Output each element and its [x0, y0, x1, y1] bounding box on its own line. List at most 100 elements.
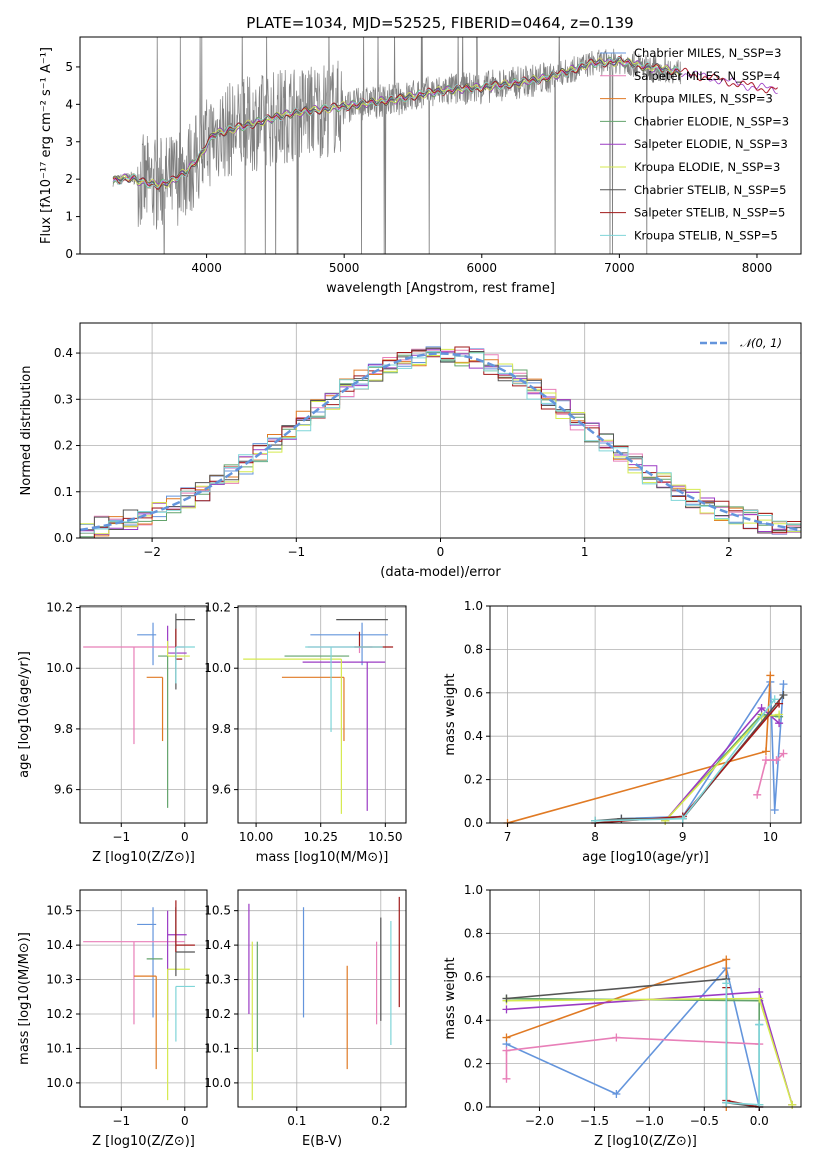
x-tick-label: 2 — [725, 545, 733, 559]
y-tick-label: 10.2 — [204, 1007, 231, 1021]
weight-line-salpeter-stelib — [595, 703, 780, 824]
x-tick-label: 7 — [504, 830, 512, 844]
y-tick-label: 10.0 — [204, 1076, 231, 1090]
y-tick-label: 4 — [65, 97, 73, 111]
weight-marker-chabrier-miles — [612, 1089, 621, 1098]
y-tick-label: 10.3 — [46, 973, 73, 987]
errorbar-plot — [243, 619, 394, 814]
legend-label: Kroupa ELODIE, N_SSP=3 — [634, 160, 780, 174]
y-tick-label: 10.0 — [46, 1076, 73, 1090]
y-axis-label: mass [log10(M/M⊙)] — [17, 932, 32, 1065]
y-tick-label: 0.2 — [54, 439, 73, 453]
y-tick-label: 10.2 — [204, 601, 231, 615]
y-tick-label: 9.6 — [212, 783, 231, 797]
y-tick-label: 2 — [65, 172, 73, 186]
y-axis-label: Normed distribution — [19, 366, 34, 496]
x-axis-label: age [log10(age/yr)] — [582, 850, 709, 865]
legend-label: Salpeter ELODIE, N_SSP=3 — [634, 137, 788, 151]
y-tick-label: 10.0 — [46, 661, 73, 675]
weight-marker-salpeter-elodie — [757, 703, 766, 712]
y-tick-label: 0.0 — [464, 1100, 483, 1114]
y-tick-label: 10.1 — [46, 1041, 73, 1055]
weight-marker-kroupa-stelib — [678, 814, 687, 823]
figure-title: PLATE=1034, MJD=52525, FIBERID=0464, z=0… — [246, 14, 633, 32]
weight-line-salpeter-miles — [756, 753, 785, 795]
y-tick-label: 0.4 — [464, 729, 483, 743]
y-tick-label: 0.4 — [464, 1013, 483, 1027]
legend-label: Salpeter MILES, N_SSP=4 — [634, 69, 780, 83]
model-spectrum-kroupa-stelib — [112, 57, 682, 189]
residual-histogram-kroupa-stelib — [80, 351, 801, 538]
weight-plot — [503, 671, 788, 827]
y-tick-label: 10.5 — [46, 904, 73, 918]
spectrum-plot — [112, 37, 778, 254]
y-tick-label: 1.0 — [464, 883, 483, 897]
weight-marker-salpeter-elodie — [775, 719, 784, 728]
x-axis-label: Z [log10(Z/Z⊙)] — [92, 1134, 195, 1149]
y-tick-label: 10.1 — [204, 1041, 231, 1055]
y-tick-label: 0 — [65, 247, 73, 261]
weight-marker-kroupa-miles — [766, 671, 775, 680]
weight-marker-salpeter-miles — [753, 790, 762, 799]
legend-label: Kroupa STELIB, N_SSP=5 — [634, 228, 778, 242]
y-tick-label: 0.6 — [464, 686, 483, 700]
legend-label: Chabrier STELIB, N_SSP=5 — [634, 183, 786, 197]
y-tick-label: 0.8 — [464, 642, 483, 656]
weight-marker-kroupa-stelib — [770, 695, 779, 704]
x-tick-label: 10.00 — [239, 830, 273, 844]
y-tick-label: 0.6 — [464, 970, 483, 984]
y-tick-label: 0.0 — [464, 816, 483, 830]
observed-spectrum-line — [112, 37, 682, 254]
y-axis-label: mass weight — [443, 957, 458, 1039]
y-tick-label: 0.1 — [54, 485, 73, 499]
weight-marker-chabrier-miles — [779, 680, 788, 689]
weight-marker-salpeter-miles — [502, 1046, 511, 1055]
legend-label: 𝒩(0, 1) — [740, 336, 782, 350]
x-tick-label: 1 — [581, 545, 589, 559]
model-spectrum-salpeter-stelib — [112, 56, 778, 190]
weight-marker-kroupa-miles — [761, 747, 770, 756]
weight-marker-kroupa-elodie — [788, 1100, 797, 1109]
y-tick-label: 5 — [65, 60, 73, 74]
weight-marker-salpeter-miles — [612, 1033, 621, 1042]
weight-marker-chabrier-stelib — [779, 690, 788, 699]
weight-line-chabrier-elodie — [506, 997, 760, 1105]
x-tick-label: 0 — [181, 1114, 189, 1128]
x-tick-label: 0 — [181, 830, 189, 844]
errorbar-plot — [83, 613, 195, 808]
axes-frame — [237, 605, 407, 824]
y-axis-label: mass weight — [443, 673, 458, 755]
y-tick-label: 0.4 — [54, 346, 73, 360]
x-tick-label: 0.0 — [750, 1114, 769, 1128]
y-tick-label: 1.0 — [464, 599, 483, 613]
x-tick-label: 4000 — [191, 261, 222, 275]
x-tick-label: 0.2 — [371, 1114, 390, 1128]
weight-marker-kroupa-stelib — [722, 979, 731, 988]
x-tick-label: −1 — [287, 545, 305, 559]
y-tick-label: 0.8 — [464, 926, 483, 940]
axes-frame — [237, 889, 407, 1108]
y-tick-label: 1 — [65, 210, 73, 224]
weight-line-kroupa-stelib — [725, 983, 760, 1106]
y-tick-label: 10.0 — [204, 661, 231, 675]
x-tick-label: −2.0 — [525, 1114, 554, 1128]
errorbar-plot — [248, 896, 400, 1101]
y-tick-label: 0.3 — [54, 392, 73, 406]
x-tick-label: 8000 — [742, 261, 773, 275]
x-tick-label: 8 — [591, 830, 599, 844]
legend-label: Chabrier MILES, N_SSP=3 — [634, 46, 781, 60]
histogram-plot — [80, 346, 801, 538]
y-tick-label: 3 — [65, 135, 73, 149]
y-tick-label: 10.4 — [204, 938, 231, 952]
x-tick-label: 7000 — [604, 261, 635, 275]
weight-marker-salpeter-stelib — [775, 699, 784, 708]
x-tick-label: −1.5 — [580, 1114, 609, 1128]
axes-frame — [79, 605, 208, 824]
weight-marker-kroupa-stelib — [722, 1098, 731, 1107]
y-tick-label: 0.2 — [464, 1057, 483, 1071]
gaussian-curve — [80, 352, 801, 532]
y-tick-label: 9.8 — [54, 722, 73, 736]
legend-label: Salpeter STELIB, N_SSP=5 — [634, 206, 785, 220]
weight-marker-chabrier-stelib — [502, 994, 511, 1003]
